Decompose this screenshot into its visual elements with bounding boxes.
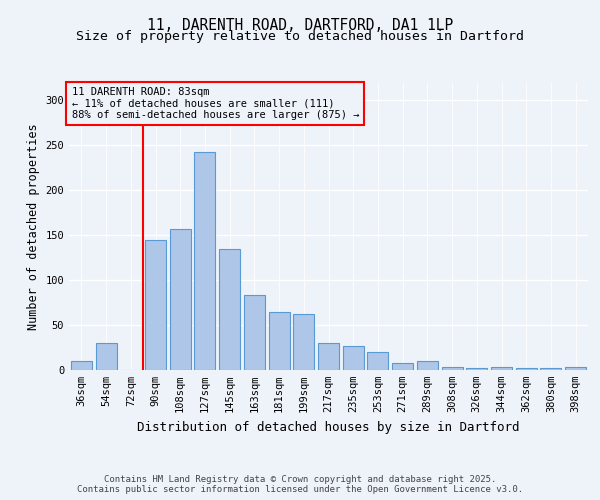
Bar — [219, 248, 240, 370]
Bar — [466, 368, 487, 370]
Text: 11, DARENTH ROAD, DARTFORD, DA1 1LP: 11, DARENTH ROAD, DARTFORD, DA1 1LP — [147, 18, 453, 32]
Bar — [244, 296, 265, 370]
Bar — [392, 363, 413, 370]
Bar — [541, 368, 562, 370]
Bar — [95, 343, 116, 370]
Bar — [170, 229, 191, 370]
Bar — [491, 368, 512, 370]
Text: Size of property relative to detached houses in Dartford: Size of property relative to detached ho… — [76, 30, 524, 43]
Bar — [565, 368, 586, 370]
Bar — [293, 314, 314, 370]
Bar — [318, 343, 339, 370]
Bar — [367, 352, 388, 370]
Bar — [343, 346, 364, 370]
Bar — [71, 361, 92, 370]
Bar — [145, 240, 166, 370]
Bar — [516, 368, 537, 370]
Text: Contains HM Land Registry data © Crown copyright and database right 2025.
Contai: Contains HM Land Registry data © Crown c… — [77, 474, 523, 494]
Bar — [417, 361, 438, 370]
Bar — [194, 152, 215, 370]
Text: 11 DARENTH ROAD: 83sqm
← 11% of detached houses are smaller (111)
88% of semi-de: 11 DARENTH ROAD: 83sqm ← 11% of detached… — [71, 87, 359, 120]
Y-axis label: Number of detached properties: Number of detached properties — [27, 123, 40, 330]
Bar — [269, 312, 290, 370]
X-axis label: Distribution of detached houses by size in Dartford: Distribution of detached houses by size … — [137, 420, 520, 434]
Bar — [442, 368, 463, 370]
